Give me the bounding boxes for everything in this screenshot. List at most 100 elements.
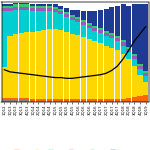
Bar	[64, 101, 69, 102]
Bar	[109, 99, 114, 101]
Bar	[98, 33, 103, 43]
Avg	[145, 26, 147, 27]
Bar	[58, 30, 63, 99]
Bar	[58, 14, 63, 30]
Bar	[98, 44, 103, 99]
Bar	[87, 28, 92, 39]
Bar	[103, 101, 109, 102]
Bar	[30, 6, 35, 8]
Bar	[115, 41, 120, 50]
Bar	[58, 99, 63, 101]
Bar	[58, 6, 63, 9]
Bar	[115, 99, 120, 101]
Bar	[30, 8, 35, 11]
Bar	[8, 36, 13, 98]
Bar	[53, 7, 58, 9]
Bar	[24, 7, 30, 10]
Bar	[87, 99, 92, 101]
Bar	[103, 36, 109, 46]
Bar	[36, 6, 41, 8]
Bar	[30, 11, 35, 32]
Bar	[36, 101, 41, 102]
Bar	[143, 76, 148, 82]
Legend: floor/0%, 0.75%, 1%, 1.25%, 1.50%, 1.75%, >= 2%, Avg: floor/0%, 0.75%, 1%, 1.25%, 1.50%, 1.75%…	[0, 148, 148, 150]
Avg	[105, 72, 107, 74]
Bar	[81, 99, 86, 101]
Bar	[115, 6, 120, 36]
Bar	[120, 99, 126, 101]
Bar	[109, 7, 114, 33]
Bar	[30, 99, 35, 101]
Bar	[41, 101, 46, 102]
Bar	[41, 11, 46, 30]
Bar	[8, 6, 13, 8]
Bar	[143, 4, 148, 71]
Bar	[103, 46, 109, 99]
Bar	[92, 28, 97, 31]
Avg	[134, 40, 135, 42]
Bar	[36, 99, 41, 101]
Bar	[92, 11, 97, 26]
Bar	[19, 3, 24, 4]
Bar	[70, 20, 75, 34]
Avg	[9, 71, 11, 73]
Avg	[139, 33, 141, 35]
Bar	[8, 98, 13, 100]
Bar	[64, 17, 69, 32]
Bar	[137, 66, 142, 69]
Bar	[2, 67, 7, 98]
Bar	[8, 4, 13, 6]
Bar	[132, 4, 137, 54]
Bar	[64, 8, 69, 12]
Bar	[24, 10, 30, 32]
Bar	[30, 32, 35, 99]
Bar	[98, 30, 103, 33]
Bar	[109, 38, 114, 48]
Bar	[41, 8, 46, 11]
Bar	[13, 34, 18, 98]
Bar	[87, 101, 92, 102]
Bar	[2, 11, 7, 67]
Bar	[19, 98, 24, 100]
Bar	[126, 49, 131, 52]
Bar	[2, 6, 7, 8]
Avg	[3, 69, 5, 71]
Bar	[70, 34, 75, 99]
Bar	[53, 12, 58, 29]
Bar	[47, 8, 52, 11]
Bar	[137, 4, 142, 64]
Bar	[87, 25, 92, 28]
Bar	[126, 47, 131, 49]
Bar	[13, 98, 18, 100]
Bar	[41, 4, 46, 6]
Bar	[19, 7, 24, 10]
Bar	[75, 10, 80, 17]
Bar	[13, 7, 18, 10]
Bar	[24, 3, 30, 4]
Bar	[87, 11, 92, 23]
Bar	[143, 71, 148, 73]
Bar	[137, 64, 142, 66]
Bar	[126, 101, 131, 102]
Bar	[143, 73, 148, 76]
Bar	[132, 97, 137, 101]
Bar	[75, 22, 80, 35]
Avg	[37, 75, 39, 76]
Bar	[98, 99, 103, 101]
Bar	[115, 101, 120, 102]
Bar	[70, 99, 75, 101]
Bar	[81, 22, 86, 25]
Bar	[115, 36, 120, 38]
Bar	[8, 11, 13, 36]
Bar	[103, 31, 109, 33]
Bar	[19, 4, 24, 7]
Bar	[70, 10, 75, 15]
Avg	[26, 73, 28, 75]
Bar	[109, 101, 114, 102]
Bar	[58, 11, 63, 14]
Avg	[94, 75, 96, 76]
Bar	[120, 42, 126, 46]
Bar	[70, 101, 75, 102]
Bar	[36, 31, 41, 99]
Avg	[32, 74, 33, 76]
